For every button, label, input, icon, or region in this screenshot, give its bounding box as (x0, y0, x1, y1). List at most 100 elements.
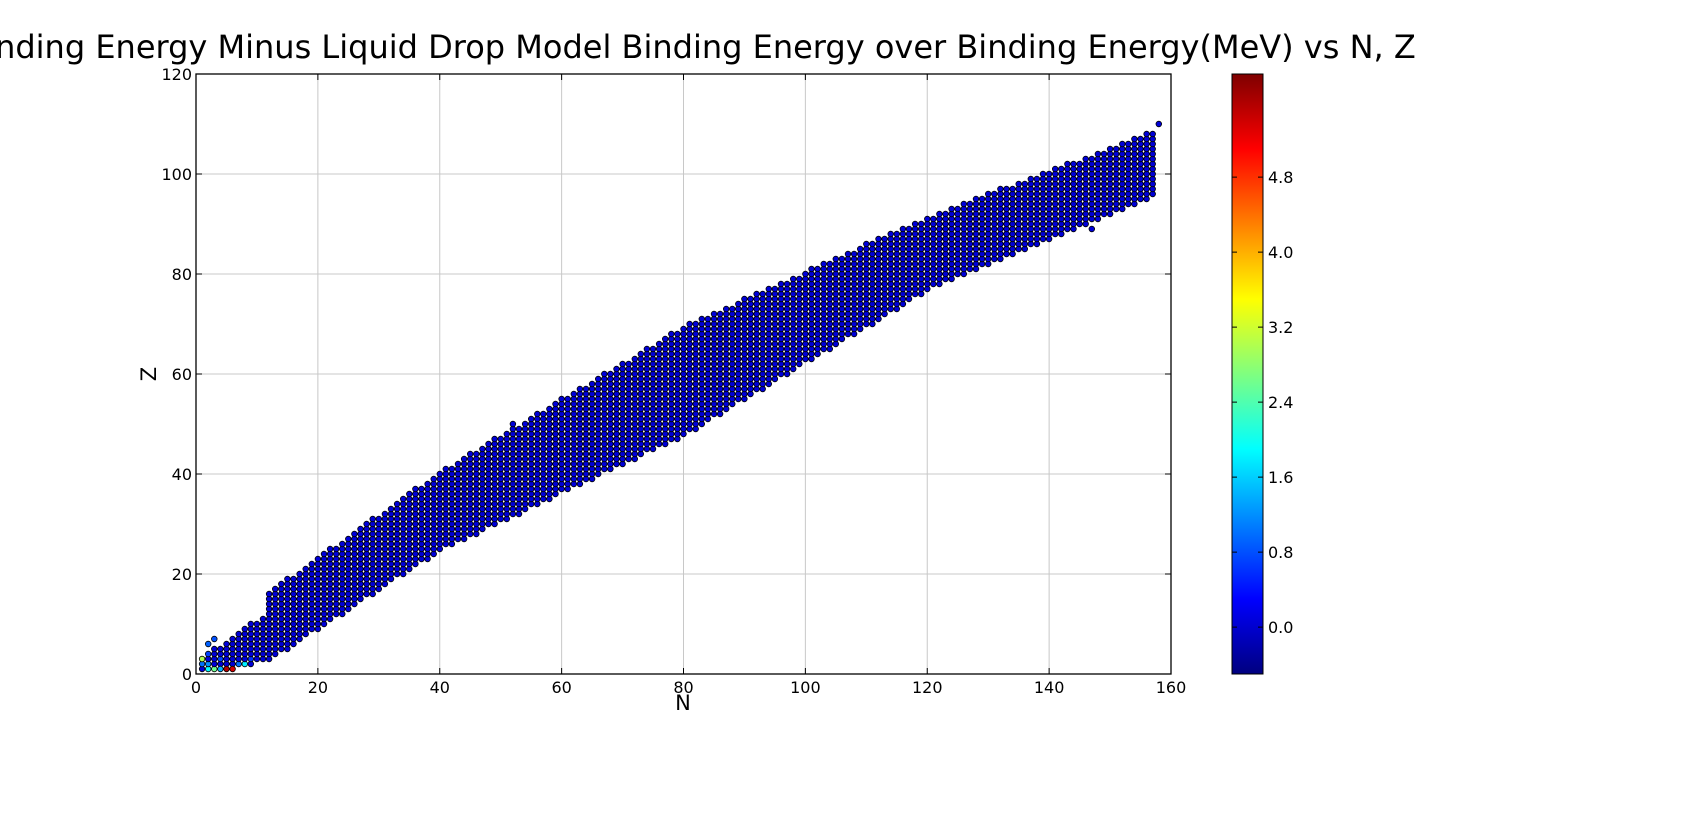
data-point (1143, 130, 1150, 138)
data-point (1009, 185, 1016, 193)
data-point (1119, 140, 1126, 148)
data-point (253, 620, 261, 628)
data-point (339, 540, 346, 548)
data-point (1106, 145, 1114, 153)
data-point (265, 590, 273, 598)
x-tick-label: 80 (673, 678, 693, 697)
data-point (436, 470, 443, 478)
data-point (686, 320, 693, 328)
data-point (229, 635, 236, 643)
data-point (576, 385, 584, 393)
x-tick-label: 20 (308, 678, 328, 697)
data-point (881, 235, 888, 243)
data-point (607, 370, 614, 378)
x-tick-label: 0 (191, 678, 201, 697)
data-point (899, 225, 907, 233)
x-tick-label: 100 (790, 678, 821, 697)
data-point (515, 425, 523, 433)
data-point (924, 215, 931, 223)
data-point (235, 630, 242, 638)
data-point (790, 275, 797, 283)
data-point (485, 440, 492, 448)
data-point (796, 275, 803, 283)
data-point (857, 245, 864, 253)
data-point (381, 510, 389, 518)
data-point (1070, 160, 1077, 168)
data-point (765, 285, 772, 293)
data-point (241, 625, 248, 633)
data-point (272, 585, 279, 593)
data-point (978, 195, 986, 203)
chart-title: Binding Energy Minus Liquid Drop Model B… (0, 28, 1416, 66)
data-point (753, 290, 760, 298)
data-point (820, 260, 827, 268)
data-point (320, 550, 328, 558)
data-point (406, 490, 413, 498)
data-point (771, 285, 779, 293)
data-point (582, 385, 590, 393)
data-point (808, 265, 815, 273)
colorbar-tick-label: 0.0 (1268, 618, 1293, 637)
y-tick-label: 40 (172, 465, 192, 484)
data-point (1015, 180, 1022, 188)
x-tick-label: 160 (1156, 678, 1187, 697)
data-point (534, 410, 541, 418)
data-point (954, 205, 961, 213)
data-point (887, 230, 894, 238)
data-point (217, 645, 224, 653)
data-point (290, 575, 297, 583)
colorbar-tick-label: 4.0 (1268, 243, 1293, 262)
x-tick-label: 120 (912, 678, 943, 697)
data-point (643, 345, 651, 353)
x-tick-label: 40 (430, 678, 450, 697)
data-point (716, 310, 724, 318)
colorbar-axis: 0.0 0.8 1.6 2.4 3.2 4.0 4.8 (1232, 168, 1293, 637)
data-point (1082, 155, 1089, 163)
data-point (211, 635, 218, 643)
data-point (619, 360, 626, 368)
x-tick-label: 60 (551, 678, 571, 697)
data-point (198, 655, 206, 663)
data-point (814, 265, 821, 273)
data-point (393, 500, 401, 508)
data-point (826, 260, 833, 268)
data-point (723, 305, 730, 313)
colorbar-tick-label: 4.8 (1268, 168, 1293, 187)
data-point (460, 455, 468, 463)
data-point (418, 485, 425, 493)
data-point (1088, 225, 1095, 233)
data-point (223, 640, 230, 648)
data-point (747, 295, 754, 303)
data-point (509, 420, 517, 428)
y-axis-label: Z (137, 367, 161, 381)
data-point (351, 530, 358, 538)
data-point (1027, 175, 1034, 183)
data-point (930, 215, 937, 223)
data-points (198, 120, 1162, 673)
data-point (729, 305, 736, 313)
data-point (1021, 180, 1029, 188)
data-point (204, 640, 212, 648)
data-point (1149, 130, 1156, 138)
data-point (911, 220, 919, 228)
data-point (1045, 170, 1053, 178)
data-point (521, 420, 529, 428)
x-axis-label: N (675, 691, 691, 715)
data-point (972, 195, 980, 203)
data-point (302, 565, 309, 573)
data-point (442, 465, 449, 473)
data-point (802, 270, 809, 278)
data-point (552, 400, 559, 408)
data-point (412, 485, 419, 493)
data-point (936, 210, 943, 218)
data-point (528, 415, 535, 423)
data-point (558, 395, 565, 403)
data-point (387, 505, 395, 513)
data-point (875, 235, 882, 243)
data-point (844, 250, 852, 258)
x-axis: 0 20 40 60 80 100 120 140 160 (191, 74, 1186, 697)
data-point (229, 665, 236, 673)
colorbar (1231, 73, 1264, 675)
data-point (1094, 150, 1102, 158)
data-point (893, 230, 900, 238)
